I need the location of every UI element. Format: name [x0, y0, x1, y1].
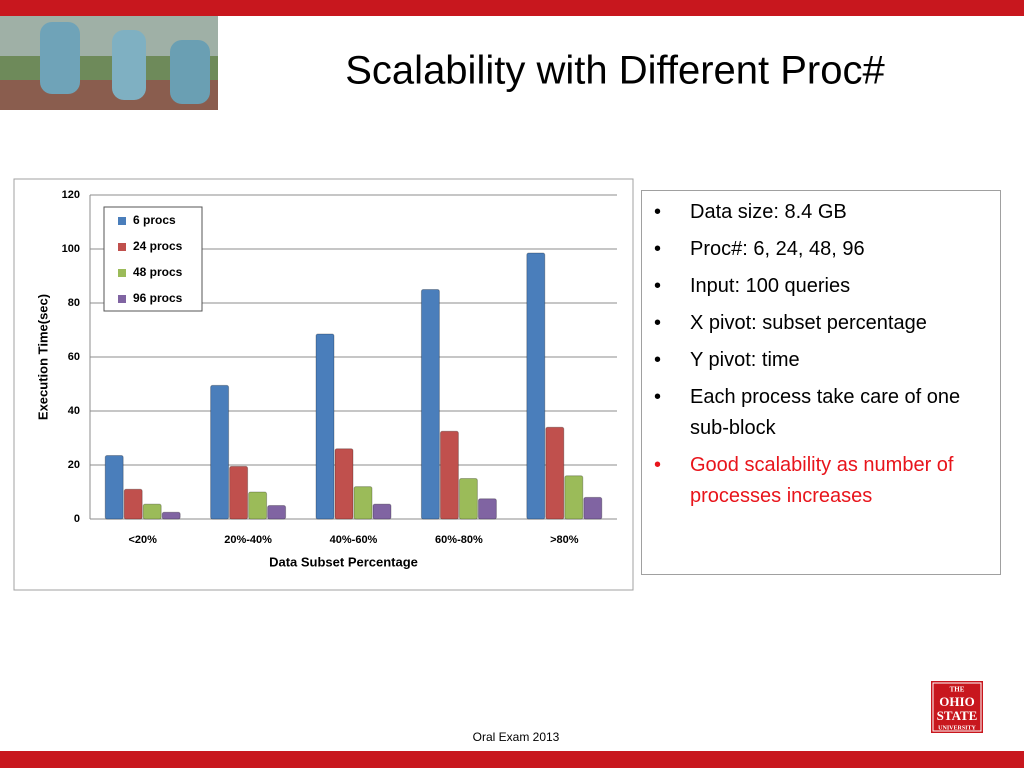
x-tick-label: 60%-80%: [435, 534, 483, 546]
bullet-text: Proc#: 6, 24, 48, 96: [690, 238, 865, 260]
legend-swatch: [118, 243, 126, 251]
y-tick-label: 40: [68, 405, 80, 417]
bullet-text: X pivot: subset percentage: [690, 312, 927, 334]
bar: [161, 511, 181, 520]
bar: [420, 289, 440, 520]
x-axis-title: Data Subset Percentage: [269, 554, 418, 569]
footer: Oral Exam 2013: [473, 730, 560, 744]
bullet: • Data size: 8.4 GB: [642, 197, 992, 228]
bullet-text: Y pivot: time: [690, 349, 800, 371]
legend-swatch: [118, 269, 126, 277]
bullet-list: • Data size: 8.4 GB • Proc#: 6, 24, 48, 96 •…: [642, 191, 1000, 512]
bullet-box: • Data size: 8.4 GB • Proc#: 6, 24, 48, 96 •…: [641, 190, 1001, 575]
bullet-dot: •: [654, 386, 662, 408]
y-axis-title: Execution Time(sec): [35, 294, 50, 420]
bar: [210, 384, 230, 520]
x-tick-label: <20%: [128, 534, 157, 546]
bottom-band: [0, 751, 1024, 768]
bar: [334, 448, 354, 520]
y-tick-label: 60: [68, 351, 80, 363]
bullet-text: Good scalability as number of processes …: [690, 454, 954, 507]
bar: [229, 465, 249, 520]
bar: [564, 475, 584, 520]
y-tick-label: 120: [62, 189, 80, 201]
bar: [142, 503, 162, 520]
header-photo: [0, 16, 218, 110]
logo-text: THE: [950, 686, 965, 694]
bullet-dot: •: [654, 275, 662, 297]
bar: [353, 486, 373, 520]
legend-label: 48 procs: [133, 265, 183, 279]
bullet-dot: •: [654, 312, 662, 334]
legend-swatch: [118, 295, 126, 303]
bullet: • Proc#: 6, 24, 48, 96: [642, 234, 992, 265]
bar: [267, 505, 287, 520]
bullet-text: Each process take care of one sub-block: [690, 386, 961, 439]
bullet-dot: •: [654, 238, 662, 260]
x-tick-label: 20%-40%: [224, 534, 272, 546]
y-tick-label: 80: [68, 297, 80, 309]
bar: [526, 252, 546, 520]
logo: [931, 681, 983, 733]
bullet: • Input: 100 queries: [642, 271, 992, 302]
bar: [248, 491, 268, 520]
bar: [372, 503, 392, 520]
bar: [458, 478, 478, 520]
bullet: • X pivot: subset percentage: [642, 308, 992, 339]
bullet: • Each process take care of one sub-block: [642, 382, 992, 444]
legend-label: 6 procs: [133, 213, 176, 227]
bullet-text: Data size: 8.4 GB: [690, 201, 847, 223]
x-tick-label: 40%-60%: [330, 534, 378, 546]
bar: [583, 496, 603, 520]
bar: [545, 426, 565, 520]
logo-text: STATE: [937, 708, 978, 723]
legend: 6 procs 24 procs 48 procs 96 procs: [103, 206, 203, 312]
bar: [439, 430, 459, 520]
y-tick-label: 20: [68, 459, 80, 471]
top-band: [0, 0, 1024, 16]
bar: [104, 455, 124, 520]
bullet-dot: •: [654, 201, 662, 223]
bullet-text: Input: 100 queries: [690, 275, 851, 297]
bullet: • Y pivot: time: [642, 345, 992, 376]
logo-text: OHIO: [939, 694, 974, 709]
bullet-dot: •: [654, 454, 662, 476]
bullet: • Good scalability as number of processes…: [642, 450, 992, 512]
legend-label: 96 procs: [133, 291, 183, 305]
y-tick-label: 0: [74, 513, 80, 525]
y-tick-label: 100: [62, 243, 80, 255]
slide-title: Scalability with Different Proc#: [345, 49, 885, 93]
logo-text: UNIVERSITY: [938, 725, 976, 731]
bar: [315, 333, 335, 520]
bullet-dot: •: [654, 349, 662, 371]
legend-swatch: [118, 217, 126, 225]
legend-label: 24 procs: [133, 239, 183, 253]
x-tick-label: >80%: [550, 534, 579, 546]
bar: [123, 488, 143, 520]
bar: [477, 498, 497, 520]
